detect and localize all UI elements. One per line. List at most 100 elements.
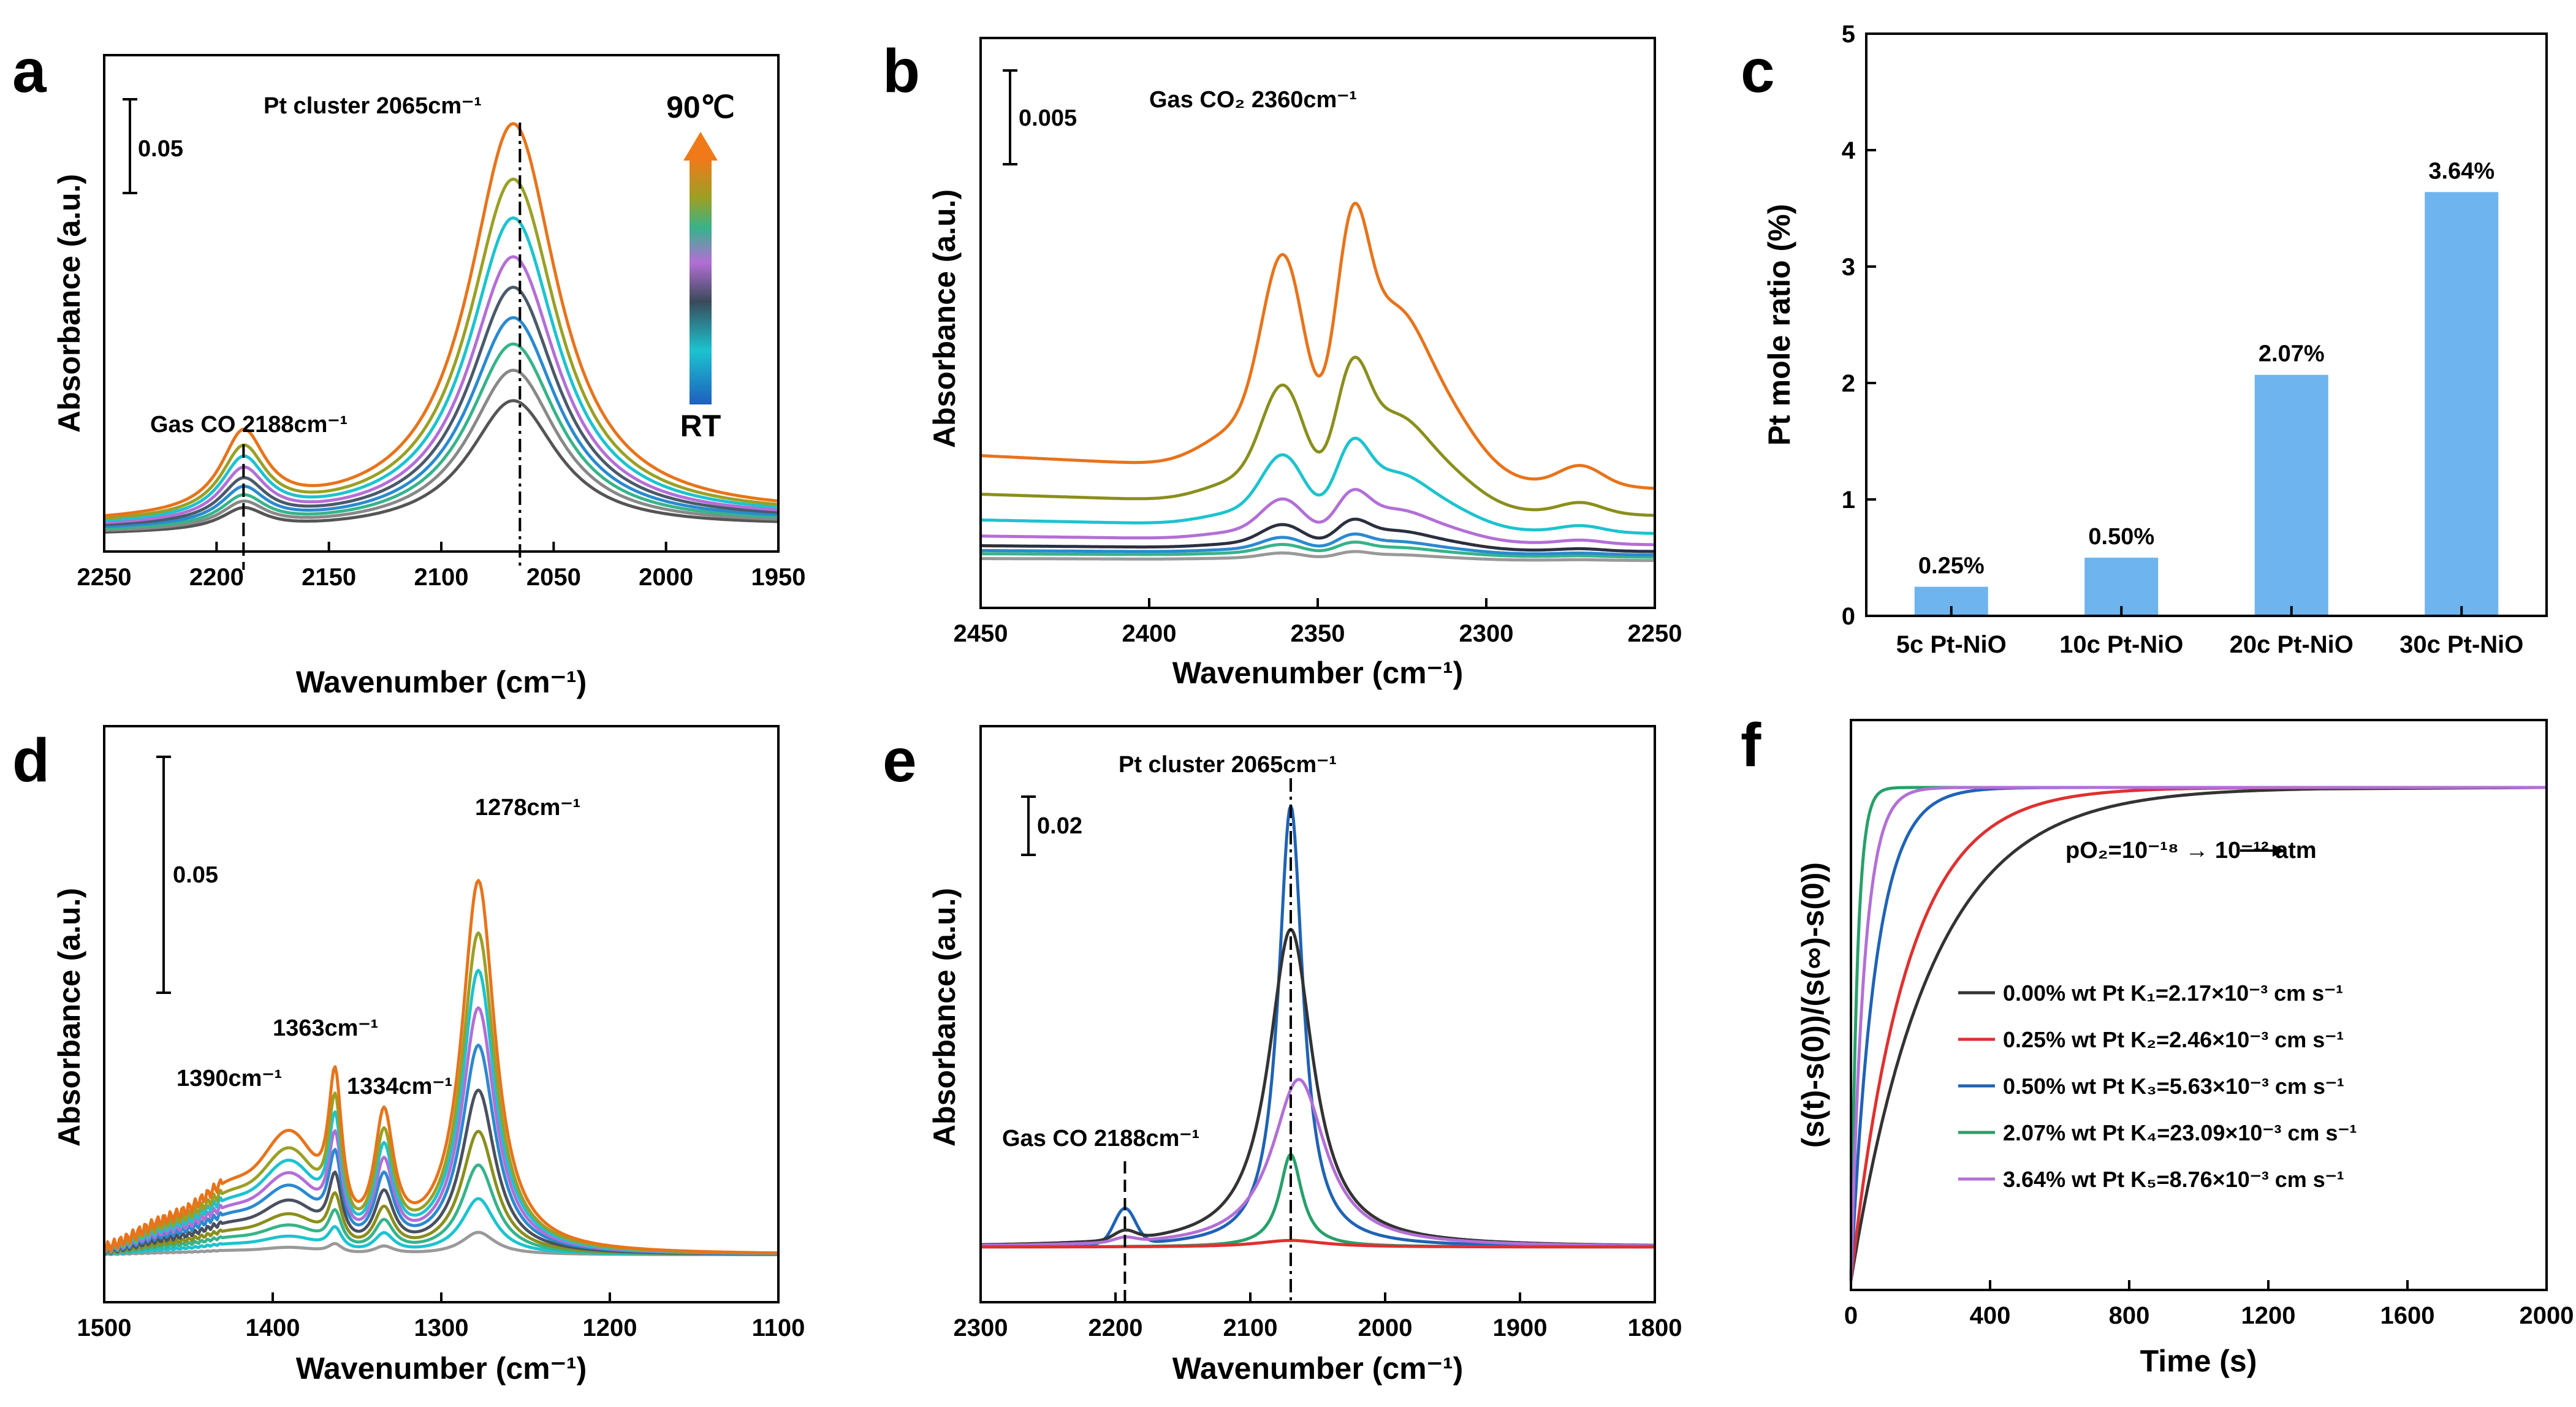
panel-b-series-line [980,436,1655,535]
panel-c-x-tick-label: 10c Pt-NiO [2059,631,2183,658]
panel-label-c: c [1741,37,1775,105]
panel-label-d: d [12,726,50,795]
panel-c-x-tick-label: 20c Pt-NiO [2230,631,2354,658]
panel-e-x-tick-label: 2300 [954,1314,1008,1341]
panel-c: c 0.25% 0.50% 2.07% 3.64% 0 1 2 3 4 5 5c Pt-NiO 10… [1741,21,2548,658]
panel-f-series-line [1849,786,2547,1281]
panel-e-x-tick-label: 2100 [1223,1314,1278,1341]
panel-c-x-tick-label: 30c Pt-NiO [2399,631,2523,658]
panel-f-legend-label: 0.50% wt Pt K₃=5.63×10⁻³ cm s⁻¹ [2003,1074,2344,1099]
panel-b-scale-label: 0.005 [1019,105,1077,131]
panel-d-x-tick-label: 1300 [414,1314,469,1341]
panel-d-plot [102,879,779,1256]
panel-c-bar [2425,192,2499,616]
panel-f-frame [1850,719,2548,1291]
panel-b-x-tick-label: 2300 [1459,620,1514,647]
panel-a-series-line [104,342,779,530]
panel-c-x-tick-label: 5c Pt-NiO [1896,631,2007,658]
panel-f-x-tick-label: 400 [1970,1302,2011,1329]
panel-f-x-tick-label: 800 [2109,1302,2150,1329]
panel-f: f 0 400 800 1200 1600 2000 Time (s) (s(t)-s(0… [1741,711,2574,1378]
panel-f-y-label: (s(t)-s(0))/(s(∞)-s(0)) [1796,862,1830,1148]
panel-b-x-tick-label: 2400 [1122,620,1177,647]
panel-a-series-line [104,122,779,517]
panel-c-y-tick-label: 2 [1842,370,1855,397]
panel-e-y-label: Absorbance (a.u.) [927,888,962,1147]
panel-e-plot [980,778,1655,1302]
panel-b-x-tick-label: 2250 [1628,620,1682,647]
panel-a-x-tick-label: 2100 [414,564,469,591]
panel-e-annotation-co: Gas CO 2188cm⁻¹ [1002,1126,1199,1151]
panel-d-annotation-1363: 1363cm⁻¹ [273,1015,378,1041]
panel-d-x-label: Wavenumber (cm⁻¹) [296,1351,587,1386]
panel-d-x-ticks: 1500 1400 1300 1200 1100 [77,1292,805,1341]
panel-d-annotation-1334: 1334cm⁻¹ [347,1074,452,1099]
panel-b: b 2450 2400 2350 2300 2250 Wavenumber (cm⁻¹)… [883,37,1682,690]
panel-d-x-tick-label: 1200 [583,1314,637,1341]
panel-b-series-line [980,355,1655,517]
panel-f-x-tick-label: 2000 [2520,1302,2574,1329]
panel-b-series-line [981,532,1655,556]
panel-d-series-line [103,968,778,1255]
panel-c-plot: 0.25% 0.50% 2.07% 3.64% [1914,158,2499,616]
panel-a: a 2250 2200 2150 2100 2050 2000 1950 Wavenumbe… [12,37,805,699]
panel-c-bar-value-label: 2.07% [2259,341,2325,367]
panel-e-scale-label: 0.02 [1037,813,1082,839]
panel-a-x-tick-label: 2000 [639,564,693,591]
panel-c-y-tick-label: 1 [1842,487,1855,514]
panel-c-bar-value-label: 3.64% [2428,158,2494,184]
panel-f-x-tick-label: 1200 [2241,1302,2296,1329]
panel-a-colorbar [690,159,712,404]
panel-e-annotation-pt: Pt cluster 2065cm⁻¹ [1119,752,1337,778]
panel-a-x-tick-label: 2250 [77,564,132,591]
panel-d-annotation-1278: 1278cm⁻¹ [475,795,580,821]
panel-b-series-line [981,540,1655,559]
panel-label-a: a [12,37,47,105]
panel-e-series-line [980,1153,1655,1249]
panel-a-scale-label: 0.05 [138,136,183,162]
panel-f-legend-label: 2.07% wt Pt K₄=23.09×10⁻³ cm s⁻¹ [2003,1120,2357,1145]
panel-c-y-tick-label: 0 [1842,603,1855,630]
panel-b-series-line [980,488,1655,547]
panel-e-x-tick-label: 1800 [1628,1314,1682,1341]
panel-a-x-ticks: 2250 2200 2150 2100 2050 2000 1950 [77,542,806,591]
panel-label-f: f [1741,711,1761,779]
panel-f-x-tick-label: 1600 [2380,1302,2435,1329]
panel-d-x-tick-label: 1500 [77,1314,132,1341]
panel-e-series-line [980,1238,1655,1249]
panel-e: e 2300 2200 2100 2000 1900 1800 Wavenumber (c… [883,725,1682,1386]
panel-b-x-label: Wavenumber (cm⁻¹) [1172,656,1464,690]
panel-b-series-line [980,202,1655,490]
panel-a-series-line [104,368,779,532]
panel-a-series-line [104,286,779,526]
panel-c-bar-value-label: 0.25% [1918,553,1985,579]
panel-e-x-tick-label: 1900 [1493,1314,1548,1341]
panel-a-x-tick-label: 1950 [751,564,806,591]
panel-b-y-label: Absorbance (a.u.) [927,189,962,448]
panel-e-series-line [980,804,1655,1248]
panel-label-b: b [883,37,920,105]
panel-a-series-line [104,177,779,520]
panel-a-annotation-co: Gas CO 2188cm⁻¹ [150,412,348,438]
panel-d-scale-label: 0.05 [173,862,218,888]
panel-e-series-line [980,1077,1655,1248]
panel-c-bar [2254,374,2328,616]
panel-b-series-line [981,517,1655,553]
panel-d: d 1500 1400 1300 1200 1100 Wavenumber (cm⁻¹)… [12,725,805,1386]
panel-a-colorbar-bottom-label: RT [680,409,721,443]
panel-d-x-tick-label: 1400 [246,1314,300,1341]
panel-f-legend: 0.00% wt Pt K₁=2.17×10⁻³ cm s⁻¹ 0.25% wt … [1958,980,2357,1192]
panel-c-y-label: Pt mole ratio (%) [1762,204,1796,446]
panel-f-annotation-arrowhead-icon [2273,844,2285,857]
panel-a-x-tick-label: 2150 [302,564,356,591]
panel-b-x-tick-label: 2350 [1291,620,1345,647]
panel-a-series-line [104,399,779,534]
panel-a-y-label: Absorbance (a.u.) [52,174,86,433]
panel-c-frame [1865,32,2548,617]
panel-d-annotation-1390: 1390cm⁻¹ [177,1066,282,1091]
panel-d-series-line [102,879,779,1255]
panel-a-series-line [104,316,779,528]
panel-e-series-line [980,928,1655,1247]
panel-e-frame [979,725,1656,1303]
